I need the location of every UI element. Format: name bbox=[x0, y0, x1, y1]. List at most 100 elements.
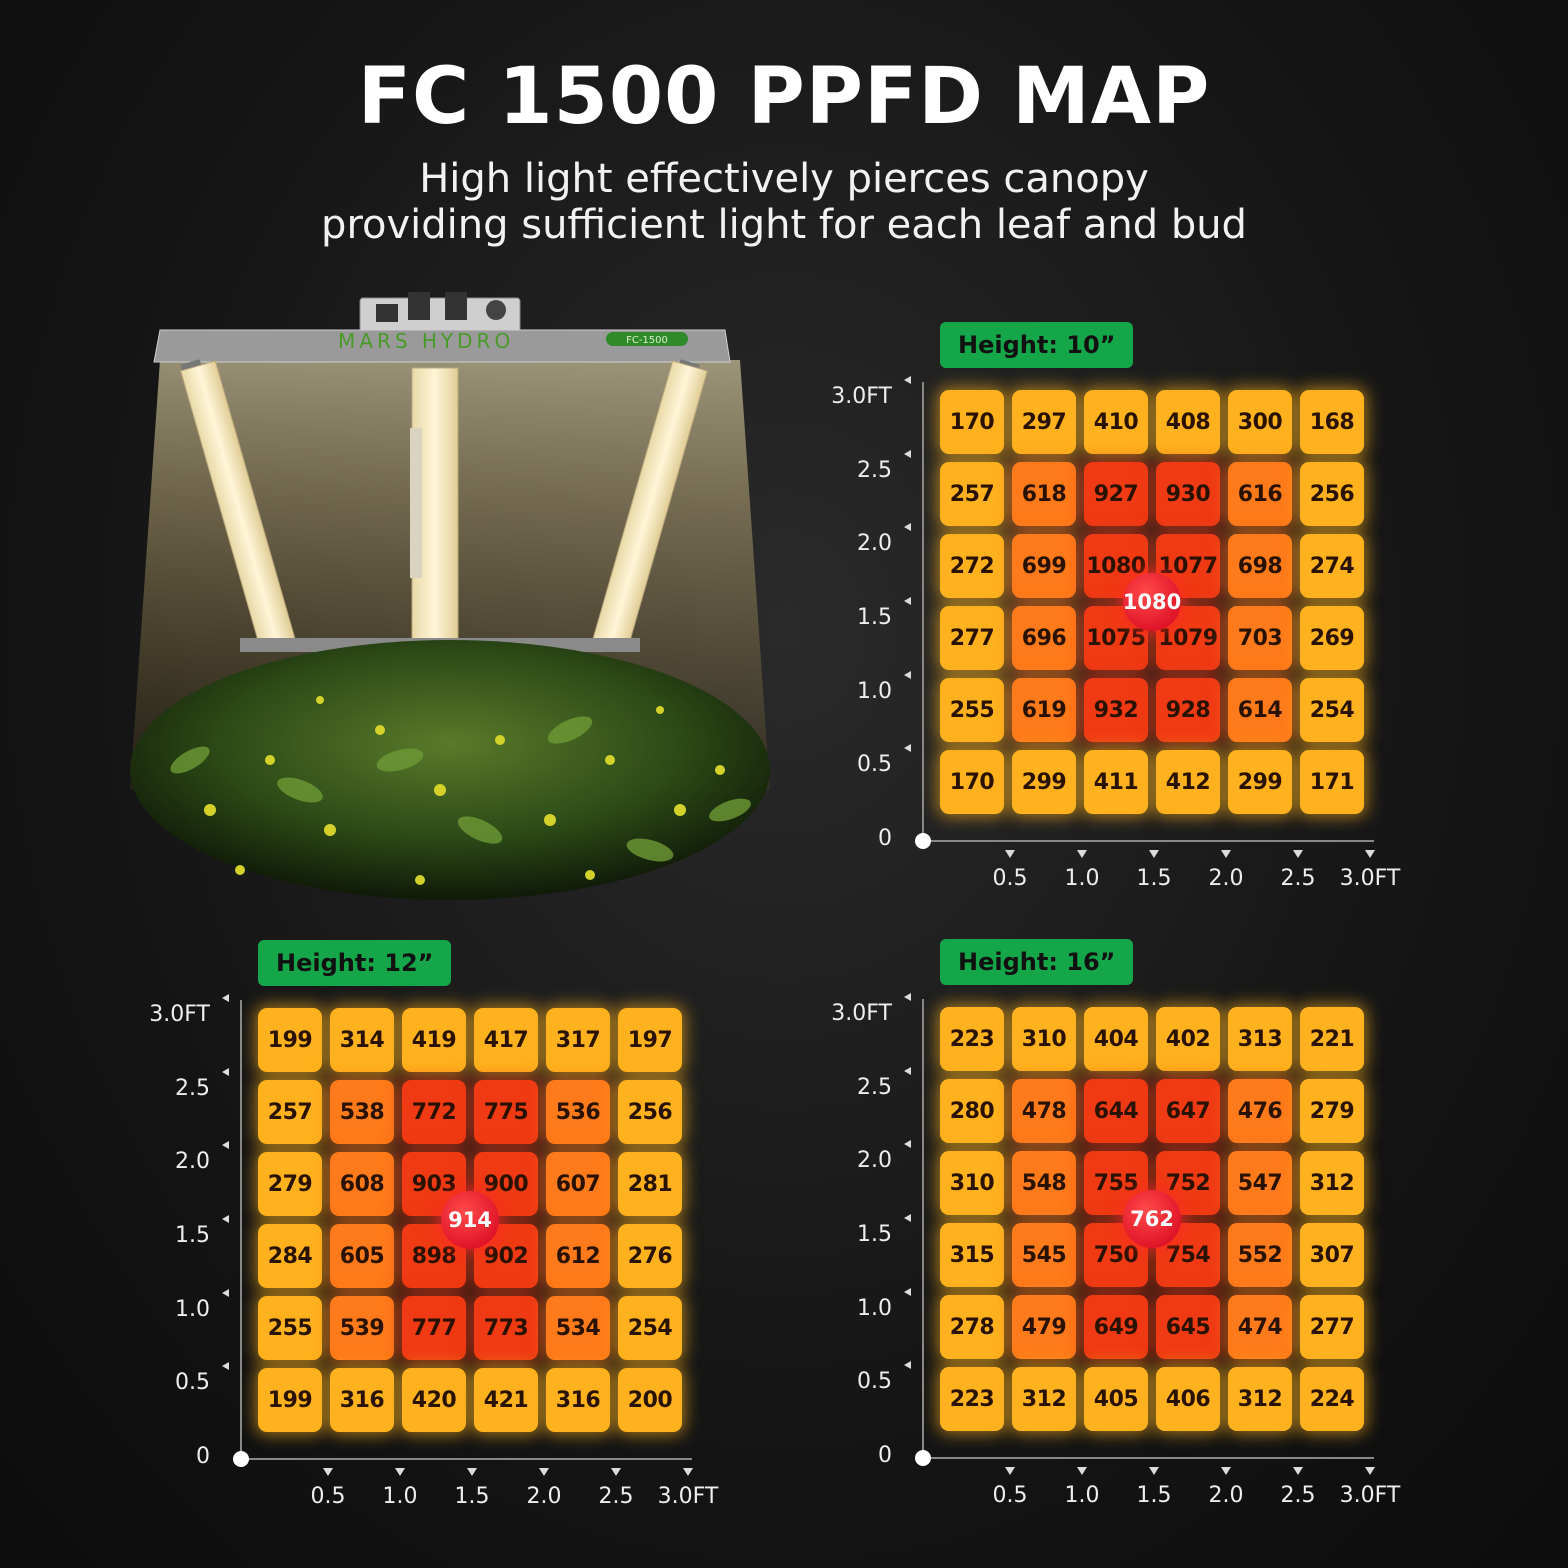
heatmap-cell: 902 bbox=[474, 1224, 538, 1288]
heatmap-cell: 256 bbox=[618, 1080, 682, 1144]
x-tick-marker-icon bbox=[1149, 1467, 1159, 1475]
heatmap-cell: 645 bbox=[1156, 1295, 1220, 1359]
heatmap-cell: 605 bbox=[330, 1224, 394, 1288]
y-tick-marker-icon bbox=[904, 1287, 911, 1296]
heatmap-cell: 420 bbox=[402, 1368, 466, 1432]
y-tick-label: 0.5 bbox=[857, 752, 892, 778]
port-icon bbox=[408, 292, 430, 320]
heatmap-cell: 316 bbox=[546, 1368, 610, 1432]
heatmap-cell: 255 bbox=[940, 678, 1004, 742]
peak-value-marker: 762 bbox=[1123, 1190, 1181, 1248]
heatmap-cell: 312 bbox=[1300, 1151, 1364, 1215]
y-tick-label: 2.5 bbox=[857, 457, 892, 483]
x-tick-marker-icon bbox=[1077, 1467, 1087, 1475]
light-frame bbox=[153, 329, 731, 363]
y-tick-marker-icon bbox=[904, 1361, 911, 1370]
heatmap-cell: 773 bbox=[474, 1296, 538, 1360]
peak-value-marker: 914 bbox=[441, 1191, 499, 1249]
x-tick-label: 3.0FT bbox=[1339, 866, 1401, 891]
y-tick-marker-icon bbox=[904, 449, 911, 458]
x-tick-marker-icon bbox=[1077, 850, 1087, 858]
heatmap-cell: 224 bbox=[1300, 1367, 1364, 1431]
height-badge: Height: 16” bbox=[940, 939, 1134, 985]
y-tick-label: 0.5 bbox=[857, 1369, 892, 1395]
heatmap-cell: 548 bbox=[1012, 1151, 1076, 1215]
y-tick-marker-icon bbox=[222, 1362, 229, 1371]
x-axis-line bbox=[922, 840, 1374, 842]
plant-canopy bbox=[130, 640, 770, 900]
heatmap-cell: 278 bbox=[940, 1295, 1004, 1359]
y-tick-marker-icon bbox=[904, 670, 911, 679]
heatmap-cell: 405 bbox=[1084, 1367, 1148, 1431]
heatmap-cell: 279 bbox=[258, 1152, 322, 1216]
height-badge: Height: 12” bbox=[258, 940, 452, 986]
x-tick-label: 0.5 bbox=[992, 1483, 1028, 1508]
y-tick-marker-icon bbox=[904, 1140, 911, 1149]
origin-dot bbox=[915, 1450, 931, 1466]
y-tick-label: 3.0FT bbox=[831, 1001, 892, 1026]
y-tick-label: 0 bbox=[878, 826, 892, 851]
heatmap-cell: 310 bbox=[940, 1151, 1004, 1215]
y-axis-line bbox=[922, 999, 924, 1457]
heatmap-cell: 256 bbox=[1300, 462, 1364, 526]
heatmap-cell: 254 bbox=[618, 1296, 682, 1360]
heatmap-cell: 619 bbox=[1012, 678, 1076, 742]
heatmap-cell: 547 bbox=[1228, 1151, 1292, 1215]
heatmap-cell: 649 bbox=[1084, 1295, 1148, 1359]
y-tick-marker-icon bbox=[904, 376, 911, 384]
x-tick-marker-icon bbox=[1365, 850, 1375, 858]
heatmap-cell: 696 bbox=[1012, 606, 1076, 670]
heatmap-cell: 299 bbox=[1228, 750, 1292, 814]
heatmap-cell: 277 bbox=[940, 606, 1004, 670]
heatmap-cell: 699 bbox=[1012, 534, 1076, 598]
heatmap-cell: 316 bbox=[330, 1368, 394, 1432]
heatmap-cell: 408 bbox=[1156, 390, 1220, 454]
x-tick-marker-icon bbox=[1293, 1467, 1303, 1475]
ppfd-panel-16in: Height: 16” 0 0.5 1.0 1.5 2.0 2.5 3.0FT 0.5 1.0 1.… bbox=[820, 937, 1400, 1537]
y-tick-label: 0 bbox=[878, 1443, 892, 1468]
heatmap-cell: 616 bbox=[1228, 462, 1292, 526]
y-tick-marker-icon bbox=[222, 1141, 229, 1150]
y-tick-marker-icon bbox=[222, 1215, 229, 1223]
heatmap-cell: 474 bbox=[1228, 1295, 1292, 1359]
heatmap-cell: 200 bbox=[618, 1368, 682, 1432]
heatmap-cell: 257 bbox=[258, 1080, 322, 1144]
ppfd-panel-10in: Height: 10” 0 0.5 1.0 1.5 2.0 2.5 3.0FT 0.5 1.0 1.… bbox=[820, 320, 1400, 920]
x-axis-line bbox=[922, 1457, 1374, 1459]
x-tick-label: 3.0FT bbox=[1339, 1483, 1401, 1508]
y-tick-marker-icon bbox=[222, 1288, 229, 1297]
x-tick-label: 2.5 bbox=[1280, 1483, 1316, 1508]
heatmap-cell: 276 bbox=[618, 1224, 682, 1288]
y-tick-label: 2.0 bbox=[175, 1149, 210, 1175]
heatmap-cell: 644 bbox=[1084, 1079, 1148, 1143]
y-tick-label: 0.5 bbox=[175, 1370, 210, 1396]
peak-value-marker: 1080 bbox=[1123, 573, 1181, 631]
heatmap-cell: 647 bbox=[1156, 1079, 1220, 1143]
heatmap-cell: 417 bbox=[474, 1008, 538, 1072]
heatmap-cell: 412 bbox=[1156, 750, 1220, 814]
heatmap-cell: 168 bbox=[1300, 390, 1364, 454]
x-tick-marker-icon bbox=[467, 1468, 477, 1476]
flower-buds bbox=[204, 696, 725, 885]
y-tick-label: 1.0 bbox=[175, 1296, 210, 1322]
heatmap-cell: 402 bbox=[1156, 1007, 1220, 1071]
port-icon bbox=[376, 304, 398, 322]
heatmap-cell: 314 bbox=[330, 1008, 394, 1072]
x-tick-marker-icon bbox=[1293, 850, 1303, 858]
x-tick-label: 0.5 bbox=[992, 866, 1028, 891]
heatmap-cell: 479 bbox=[1012, 1295, 1076, 1359]
heatmap-cell: 777 bbox=[402, 1296, 466, 1360]
heatmap-cell: 545 bbox=[1012, 1223, 1076, 1287]
x-tick-label: 1.0 bbox=[382, 1484, 418, 1509]
heatmap-cell: 223 bbox=[940, 1367, 1004, 1431]
heatmap-cell: 170 bbox=[940, 750, 1004, 814]
heatmap-cell: 277 bbox=[1300, 1295, 1364, 1359]
heatmap-cell: 199 bbox=[258, 1368, 322, 1432]
port-icon bbox=[445, 292, 467, 320]
heatmap-cell: 618 bbox=[1012, 462, 1076, 526]
x-tick-label: 2.0 bbox=[1208, 1483, 1244, 1508]
heatmap-cell: 317 bbox=[546, 1008, 610, 1072]
y-axis-line bbox=[240, 1000, 242, 1458]
origin-dot bbox=[233, 1451, 249, 1467]
heatmap-cell: 257 bbox=[940, 462, 1004, 526]
